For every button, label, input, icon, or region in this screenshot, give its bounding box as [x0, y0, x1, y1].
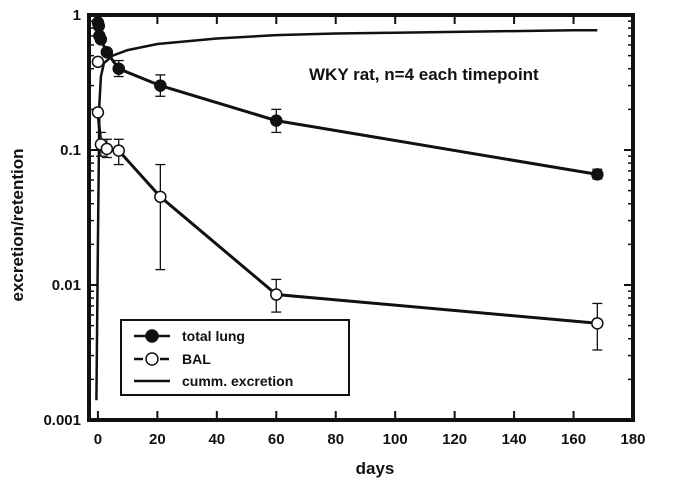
axis-ticks — [89, 14, 634, 421]
legend-item-total-lung: total lung — [134, 328, 245, 344]
data-point-total-lung — [100, 45, 114, 59]
chart-annotation: WKY rat, n=4 each timepoint — [309, 65, 539, 84]
y-tick-label: 0.01 — [52, 277, 81, 294]
data-point-total-lung — [591, 168, 604, 181]
y-tick-labels: 0.001 0.01 0.1 1 — [43, 7, 81, 429]
data-point-bal — [591, 317, 604, 330]
x-tick-labels: 0 20 40 60 80 100 120 140 160 180 — [94, 431, 646, 448]
y-tick-label: 1 — [73, 7, 81, 24]
data-point-bal — [270, 288, 283, 301]
x-tick-label: 180 — [620, 431, 645, 448]
x-tick-label: 80 — [327, 431, 344, 448]
x-tick-label: 160 — [561, 431, 586, 448]
series-layer — [91, 16, 604, 401]
data-point-total-lung — [112, 62, 125, 75]
data-point-bal — [112, 144, 125, 157]
x-tick-label: 100 — [383, 431, 408, 448]
data-point-total-lung — [154, 79, 167, 92]
open-circle-marker-icon — [145, 352, 159, 366]
y-axis-label: excretion/retention — [8, 148, 27, 301]
data-point-bal — [91, 106, 105, 119]
x-tick-label: 20 — [149, 431, 166, 448]
data-point-bal — [91, 55, 105, 69]
y-tick-label: 0.001 — [43, 412, 81, 429]
x-tick-label: 120 — [442, 431, 467, 448]
filled-circle-marker-icon — [145, 329, 159, 343]
x-tick-label: 40 — [208, 431, 225, 448]
legend-box — [120, 319, 350, 396]
legend-label-cumm-excretion: cumm. excretion — [182, 373, 293, 389]
x-axis-label: days — [356, 459, 395, 478]
legend: total lung BAL cumm. excretion — [120, 319, 350, 396]
legend-label-bal: BAL — [182, 351, 211, 367]
x-tick-label: 60 — [268, 431, 285, 448]
legend-label-total-lung: total lung — [182, 328, 245, 344]
data-point-total-lung — [94, 33, 108, 46]
legend-item-cumm-excretion: cumm. excretion — [134, 373, 293, 389]
data-point-total-lung — [270, 114, 283, 127]
x-tick-label: 0 — [94, 431, 102, 448]
x-tick-label: 140 — [502, 431, 527, 448]
data-point-bal — [154, 190, 167, 204]
series-line-cumm-excretion — [95, 29, 598, 401]
data-point-bal — [100, 142, 114, 156]
legend-item-bal: BAL — [134, 351, 211, 367]
y-tick-label: 0.1 — [60, 142, 81, 159]
